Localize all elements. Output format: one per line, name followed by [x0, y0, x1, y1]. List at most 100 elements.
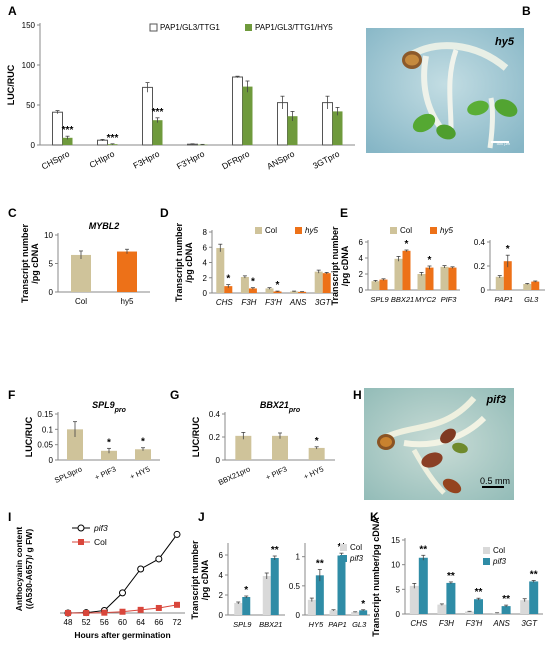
legend-label: Col [265, 226, 277, 235]
y-axis-title: LUC/RUC [6, 64, 16, 105]
legend-label: Col [350, 543, 362, 552]
data-point-Col [137, 606, 144, 613]
bar-e1 [394, 258, 403, 290]
x-tick-label: ANS [492, 619, 510, 628]
scalebar-label-b: 500 µm [496, 141, 510, 146]
y-tick-label: 0.2 [474, 262, 486, 271]
x-tick-label: SPL9 [370, 295, 389, 304]
y-tick-label: 5 [396, 585, 401, 594]
x-axis-title: Hours after germination [74, 630, 170, 640]
y-axis-title-line2: /pg cDNA [340, 245, 350, 286]
significance-mark: * [107, 437, 111, 448]
x-tick-label: + HY5 [302, 464, 325, 481]
bar-f [67, 429, 83, 460]
x-tick-label: MYC2 [415, 295, 437, 304]
legend-label: Col [400, 226, 412, 235]
x-tick-label: SPL9 [233, 620, 252, 629]
x-tick-label: CHIpro [88, 148, 117, 170]
x-tick-label: PIF3 [441, 295, 458, 304]
x-tick-label: + HY5 [128, 464, 151, 481]
data-point-Col [119, 608, 126, 615]
bar-g [272, 435, 288, 460]
x-tick-label: 72 [173, 618, 182, 627]
x-tick-label: 3GTpro [311, 148, 341, 170]
bar-d [265, 288, 274, 293]
legend-marker-col [78, 539, 84, 545]
legend-label: hy5 [305, 226, 318, 235]
y-tick-label: 0.4 [209, 410, 221, 419]
data-point-Col [101, 609, 108, 616]
x-tick-label: 64 [136, 618, 145, 627]
significance-mark: * [226, 274, 230, 285]
bar-k [437, 604, 447, 614]
data-point-Col [65, 610, 71, 616]
bar-e1 [425, 267, 434, 290]
bar-j2 [329, 610, 338, 615]
y-tick-label: 0.5 [289, 582, 301, 591]
data-point-pif3 [119, 589, 126, 597]
bar-e2 [495, 276, 504, 290]
y-axis-title: Anthocyanin content [14, 527, 24, 612]
chart-f-spl9pro: 0 0.05 0.1 0.15 SPL9pro + PIF3 * + HY5 * LUC/RUC S… [24, 400, 160, 485]
data-point-pif3 [155, 555, 163, 563]
panel-label-f: F [8, 388, 16, 402]
chart-j-spl9-bbx21: 0 2 4 6 SPL9 * BBX21 ** Transcript number/pg cDN… [190, 540, 285, 629]
y-tick-label: 0 [49, 288, 54, 297]
significance-mark: ** [447, 571, 455, 582]
bar-d [322, 273, 331, 293]
bar-d [290, 291, 299, 293]
bar-d [314, 271, 323, 293]
significance-mark: * [428, 255, 432, 266]
data-point-Col [174, 601, 180, 608]
bar-e2 [503, 261, 512, 290]
bar-d [240, 276, 249, 293]
bar-a [232, 76, 243, 146]
bar-f [101, 450, 117, 460]
x-tick-label: hy5 [121, 297, 134, 306]
y-tick-label: 50 [26, 101, 35, 110]
y-tick-label: 4 [203, 259, 208, 268]
y-tick-label: 0.05 [37, 441, 53, 450]
significance-mark: * [141, 437, 145, 448]
x-tick-label: 52 [82, 618, 91, 627]
legend-label: PAP1/GL3/TTG1 [160, 23, 220, 32]
y-axis-title: Transcript number [330, 226, 340, 306]
bar-e2 [523, 284, 532, 290]
y-tick-label: 0 [396, 610, 401, 619]
y-axis-title: LUC/RUC [24, 416, 34, 457]
bar-f [135, 449, 151, 460]
y-tick-label: 6 [203, 243, 208, 252]
bar-j1 [234, 603, 243, 615]
y-axis-title: Transcript number [174, 223, 184, 303]
bar-e2 [531, 281, 540, 290]
seedling-illustration-pif3 [364, 388, 514, 500]
x-tick-label: HY5 [309, 620, 324, 629]
x-tick-label: F3'H [466, 619, 483, 628]
y-tick-label: 0 [49, 456, 54, 465]
y-tick-label: 8 [203, 228, 208, 237]
x-tick-label: F3H [439, 619, 454, 628]
x-tick-label: GL3 [352, 620, 367, 629]
legend-label: pif3 [93, 523, 108, 533]
bar-k [501, 606, 511, 614]
panel-label-a: A [8, 4, 17, 18]
y-tick-label: 100 [22, 61, 36, 70]
chart-d-flavonoid-genes: 0 2 4 6 8 CHS * F3H * F3'H * ANS 3GT Transcript numbe… [174, 223, 335, 307]
y-axis-title-line2: /pg cDNA [184, 242, 194, 283]
bar-a [332, 111, 343, 145]
y-tick-label: 0 [216, 456, 221, 465]
x-tick-label: CHSpro [40, 148, 72, 171]
y-tick-label: 4 [219, 571, 224, 580]
x-tick-label: BBX21 [391, 295, 414, 304]
legend-swatch [149, 23, 158, 32]
bar-a [197, 144, 208, 146]
x-tick-label: GL3 [524, 295, 539, 304]
bar-k [418, 557, 428, 614]
x-tick-label: 60 [118, 618, 127, 627]
legend-label: pif3 [349, 554, 363, 563]
bar-c [71, 254, 91, 292]
legend-label: Col [493, 546, 505, 555]
bar-k [409, 585, 419, 614]
significance-mark: ** [271, 545, 279, 556]
